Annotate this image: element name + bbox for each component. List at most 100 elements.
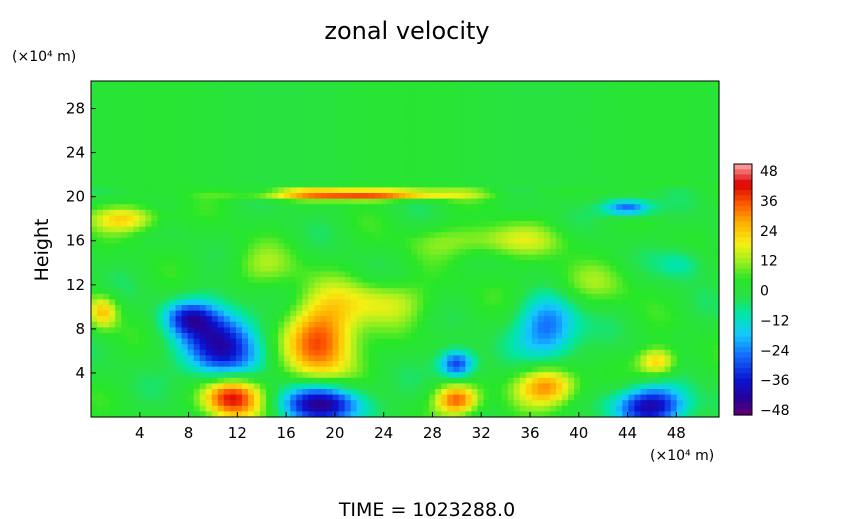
heatmap-cell — [193, 277, 201, 284]
heatmap-cell — [658, 209, 666, 216]
heatmap-cell — [211, 170, 219, 177]
heatmap-cell — [435, 310, 442, 317]
heatmap-cell — [465, 333, 473, 340]
heatmap-cell — [284, 277, 291, 284]
heatmap-cell — [121, 131, 128, 138]
heatmap-cell — [217, 249, 225, 256]
heatmap-cell — [453, 237, 460, 244]
heatmap-cell — [574, 293, 581, 300]
heatmap-cell — [706, 176, 714, 183]
heatmap-cell — [338, 237, 346, 244]
heatmap-cell — [199, 193, 207, 200]
heatmap-cell — [441, 148, 448, 155]
heatmap-cell — [320, 103, 328, 110]
heatmap-cell — [181, 232, 189, 239]
heatmap-cell — [187, 198, 195, 205]
heatmap-cell — [531, 282, 539, 289]
heatmap-cell — [296, 305, 303, 312]
heatmap-cell — [266, 142, 273, 149]
heatmap-cell — [580, 293, 587, 300]
heatmap-cell — [483, 316, 491, 323]
heatmap-cell — [139, 209, 146, 216]
heatmap-cell — [350, 333, 358, 340]
heatmap-cell — [664, 232, 672, 239]
heatmap-cell — [398, 221, 406, 228]
heatmap-cell — [368, 338, 376, 345]
heatmap-cell — [568, 187, 575, 194]
heatmap-cell — [320, 86, 328, 93]
heatmap-cell — [344, 142, 352, 149]
heatmap-cell — [429, 181, 436, 188]
heatmap-cell — [223, 187, 231, 194]
heatmap-cell — [193, 310, 201, 317]
heatmap-cell — [411, 243, 418, 250]
heatmap-cell — [398, 92, 406, 99]
heatmap-cell — [531, 338, 539, 345]
heatmap-cell — [435, 254, 442, 261]
heatmap-cell — [574, 159, 581, 166]
heatmap-cell — [223, 198, 231, 205]
heatmap-cell — [175, 187, 183, 194]
heatmap-cell — [592, 131, 599, 138]
heatmap-cell — [676, 293, 684, 300]
heatmap-cell — [320, 299, 328, 306]
heatmap-cell — [223, 243, 231, 250]
heatmap-cell — [610, 92, 617, 99]
heatmap-cell — [568, 249, 575, 256]
heatmap-cell — [320, 170, 328, 177]
heatmap-cell — [429, 321, 436, 328]
heatmap-cell — [115, 299, 122, 306]
heatmap-cell — [260, 243, 267, 250]
heatmap-cell — [586, 293, 593, 300]
heatmap-cell — [392, 265, 400, 272]
heatmap-cell — [459, 249, 466, 256]
heatmap-cell — [374, 159, 382, 166]
heatmap-cell — [706, 120, 714, 127]
heatmap-cell — [562, 187, 569, 194]
heatmap-cell — [447, 165, 454, 172]
heatmap-cell — [682, 114, 690, 121]
heatmap-cell — [181, 282, 189, 289]
heatmap-cell — [121, 254, 128, 261]
heatmap-cell — [568, 293, 575, 300]
heatmap-cell — [350, 288, 358, 295]
heatmap-cell — [646, 103, 654, 110]
heatmap-cell — [543, 249, 551, 256]
heatmap-cell — [133, 338, 140, 345]
heatmap-cell — [574, 92, 581, 99]
heatmap-cell — [411, 125, 418, 132]
heatmap-cell — [441, 305, 448, 312]
heatmap-cell — [682, 333, 690, 340]
heatmap-cell — [453, 344, 460, 351]
heatmap-cell — [459, 120, 466, 127]
heatmap-cell — [405, 243, 412, 250]
heatmap-cell — [688, 97, 696, 104]
heatmap-cell — [513, 204, 521, 211]
heatmap-cell — [405, 81, 412, 88]
heatmap-cell — [507, 265, 515, 272]
heatmap-cell — [483, 265, 491, 272]
heatmap-cell — [199, 321, 207, 328]
heatmap-cell — [241, 327, 249, 334]
heatmap-cell — [688, 299, 696, 306]
heatmap-cell — [241, 277, 249, 284]
heatmap-cell — [495, 271, 503, 278]
heatmap-cell — [290, 165, 297, 172]
heatmap-cell — [471, 97, 479, 104]
heatmap-cell — [223, 221, 231, 228]
heatmap-cell — [320, 81, 328, 88]
heatmap-cell — [531, 131, 539, 138]
heatmap-cell — [688, 333, 696, 340]
heatmap-cell — [139, 181, 146, 188]
heatmap-cell — [356, 198, 364, 205]
heatmap-cell — [290, 97, 297, 104]
heatmap-cell — [417, 344, 424, 351]
heatmap-cell — [157, 142, 165, 149]
heatmap-cell — [670, 142, 678, 149]
heatmap-cell — [187, 120, 195, 127]
heatmap-cell — [700, 137, 708, 144]
heatmap-cell — [423, 187, 430, 194]
heatmap-cell — [175, 232, 183, 239]
heatmap-cell — [326, 316, 334, 323]
heatmap-cell — [91, 338, 98, 345]
